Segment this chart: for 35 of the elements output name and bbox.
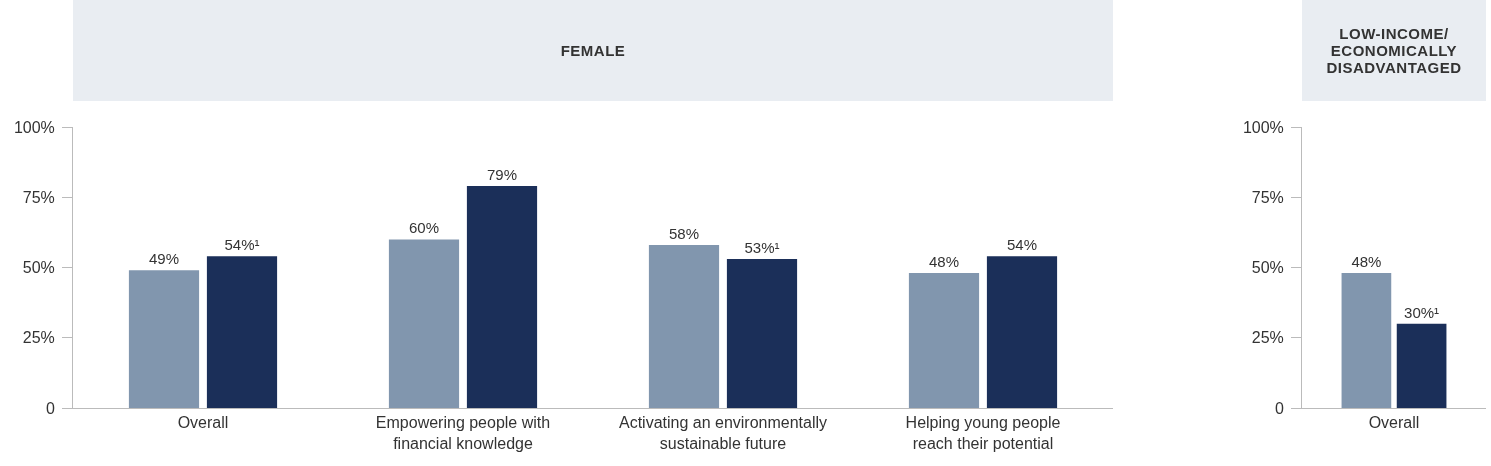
data-label: 79% xyxy=(486,166,518,184)
data-label: 58% xyxy=(668,225,700,243)
y-tick-label: 100% xyxy=(13,118,55,136)
y-tick-label: 75% xyxy=(22,188,55,206)
bar xyxy=(648,245,720,408)
x-tick-label: Overall xyxy=(1368,414,1420,432)
data-label: 54% xyxy=(1006,236,1038,254)
x-tick-label: Helping young people reach their potential xyxy=(905,414,1061,452)
chart-title: FEMALE xyxy=(73,0,1113,101)
bar xyxy=(128,270,200,408)
data-label: 48% xyxy=(1351,253,1382,271)
y-tick-label: 50% xyxy=(1251,259,1284,277)
chart-title: LOW-INCOME/ ECONOMICALLY DISADVANTAGED xyxy=(1302,0,1486,101)
bar xyxy=(986,256,1058,408)
y-tick-label: 25% xyxy=(1251,329,1284,347)
x-tick-label: Overall xyxy=(177,414,229,432)
y-tick-label: 75% xyxy=(1251,188,1284,206)
data-label: 54%¹ xyxy=(224,236,260,254)
data-label: 48% xyxy=(928,253,960,271)
bar xyxy=(206,256,278,408)
y-tick-label: 0 xyxy=(1274,399,1284,417)
data-label: 30%¹ xyxy=(1404,303,1440,321)
bar xyxy=(466,186,538,408)
data-label: 49% xyxy=(148,250,180,268)
bar xyxy=(908,273,980,408)
data-label: 60% xyxy=(408,219,440,237)
bar xyxy=(726,259,798,408)
x-tick-label: Activating an environmentally sustainable future xyxy=(618,414,828,452)
y-tick-label: 25% xyxy=(22,329,55,347)
bar xyxy=(388,239,460,408)
y-tick-label: 50% xyxy=(22,259,55,277)
x-tick-label: Empowering people with financial knowledge xyxy=(375,414,551,452)
y-tick-label: 0 xyxy=(45,399,55,417)
data-label: 53%¹ xyxy=(744,239,780,257)
y-tick-label: 100% xyxy=(1242,118,1284,136)
